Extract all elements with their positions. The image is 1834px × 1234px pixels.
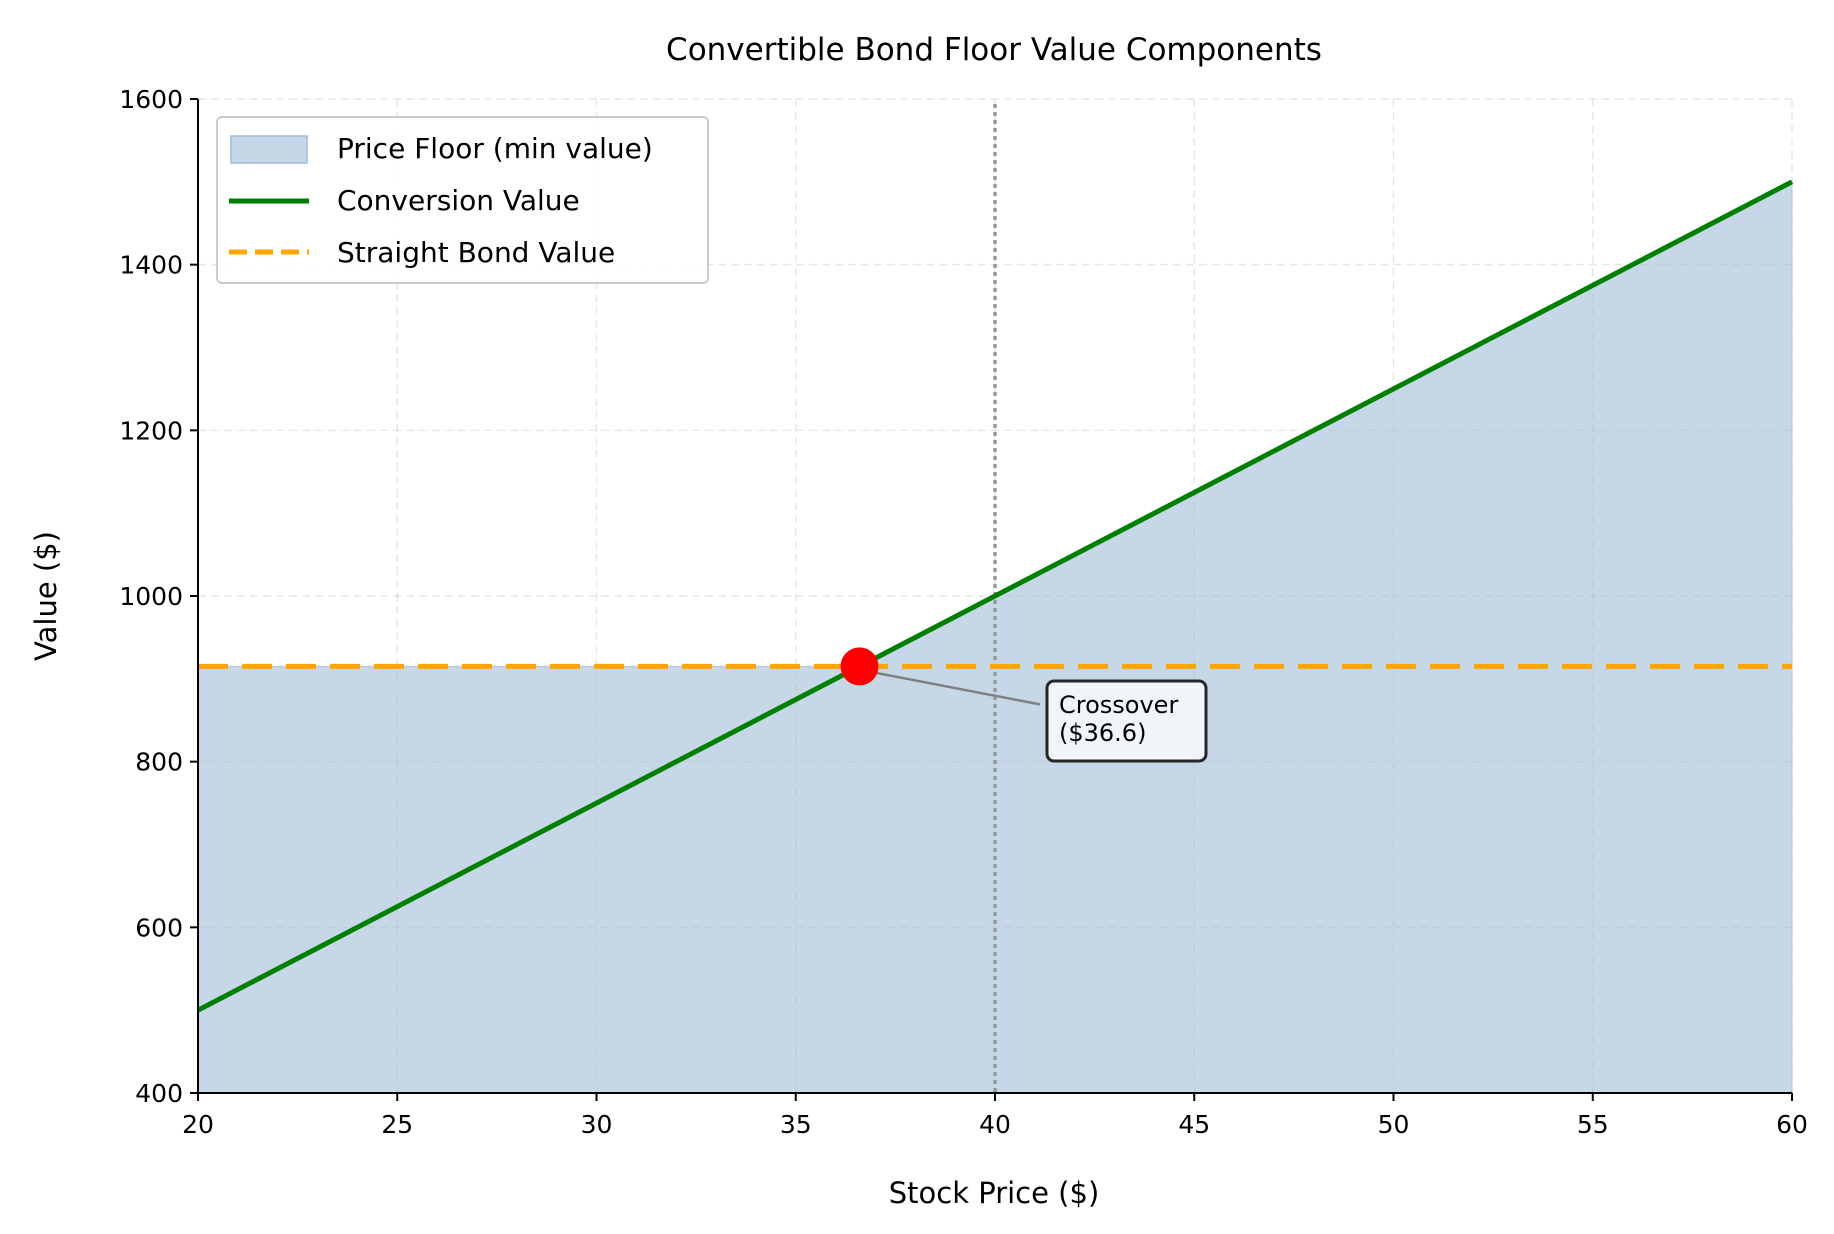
y-tick-label: 1000 [119, 582, 183, 611]
x-tick-label: 30 [581, 1110, 613, 1139]
x-tick-label: 50 [1378, 1110, 1410, 1139]
x-tick-label: 25 [381, 1110, 413, 1139]
legend-swatch-price-floor [230, 135, 308, 164]
annotation-label: ($36.6) [1059, 719, 1146, 747]
legend-label-straight-bond: Straight Bond Value [337, 236, 615, 269]
x-tick-label: 35 [780, 1110, 812, 1139]
y-axis-label: Value ($) [29, 531, 63, 661]
conversion-value-line [196, 179, 1794, 1013]
plot-area: Crossover($36.6) 20 25 30 35 40 45 50 55 60 400 600… [119, 85, 1808, 1139]
y-tick-label: 1200 [119, 416, 183, 445]
y-tick-label: 400 [135, 1079, 183, 1108]
y-tick-label: 1600 [119, 85, 183, 114]
crossover-point [840, 647, 879, 686]
annotation-box [1045, 679, 1208, 763]
y-tick-label: 800 [135, 748, 183, 777]
x-tick-label: 60 [1776, 1110, 1808, 1139]
x-tick-label: 40 [979, 1110, 1011, 1139]
annotation-label: Crossover [1059, 691, 1178, 719]
x-axis-label: Stock Price ($) [889, 1176, 1100, 1210]
y-tick-label: 600 [135, 913, 183, 942]
annotation-arrow [873, 671, 1041, 706]
legend: Price Floor (min value) Conversion Value… [216, 116, 709, 284]
legend-label-conversion: Conversion Value [337, 184, 580, 217]
x-tick-label: 20 [182, 1110, 214, 1139]
x-tick-label: 45 [1178, 1110, 1210, 1139]
chart-title: Convertible Bond Floor Value Components [666, 32, 1322, 68]
x-tick-label: 55 [1577, 1110, 1609, 1139]
y-tick-label: 1400 [119, 251, 183, 280]
legend-label-price-floor: Price Floor (min value) [337, 132, 653, 165]
